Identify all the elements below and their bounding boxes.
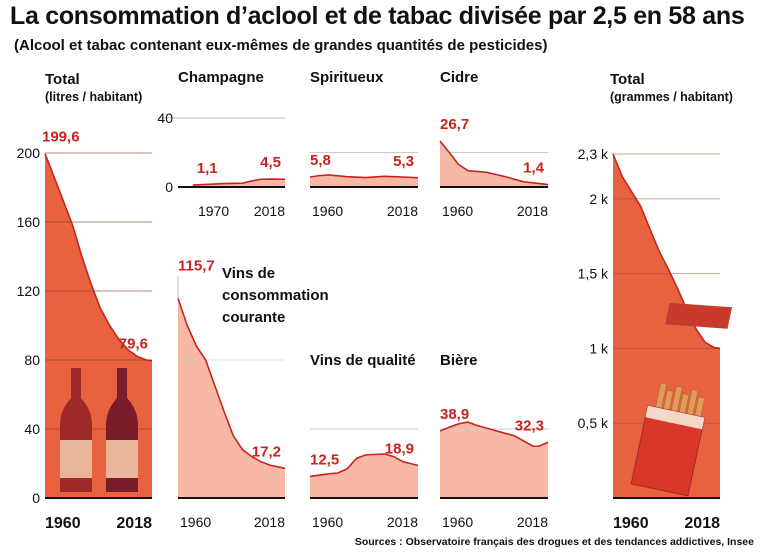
x-tick-label: 1960	[180, 514, 211, 530]
data-label: 12,5	[310, 451, 339, 468]
panel-5	[309, 428, 419, 499]
x-tick-label: 2018	[517, 514, 548, 530]
y-tick-label: 0	[32, 490, 40, 506]
pack-foil	[645, 405, 705, 430]
area-fill	[192, 179, 285, 187]
area-fill	[310, 174, 418, 187]
pack-lid	[665, 302, 733, 329]
x-tick-label: 1960	[45, 515, 81, 532]
x-tick-label: 1960	[312, 203, 343, 219]
area-fill	[440, 422, 548, 498]
pack-body	[630, 404, 706, 497]
data-label: 199,6	[42, 129, 80, 146]
panel-subtitle: (grammes / habitant)	[610, 90, 733, 104]
bottle-neck	[71, 368, 81, 398]
panel-6	[439, 421, 549, 499]
panel-title: Vins de qualité	[310, 352, 416, 369]
panel-title: Total	[45, 71, 80, 88]
panel-1	[158, 117, 286, 188]
panel-title: Vins de	[222, 265, 275, 282]
data-label: 5,3	[393, 153, 414, 170]
data-label: 4,5	[260, 154, 281, 171]
y-tick-label: 160	[17, 214, 41, 230]
data-label: 5,8	[310, 152, 331, 169]
data-label: 38,9	[440, 406, 469, 423]
source-note: Sources : Observatoire français des drog…	[354, 536, 754, 548]
y-tick-label: 0,5 k	[578, 415, 609, 431]
panel-4	[177, 276, 286, 499]
data-label: 1,1	[197, 160, 218, 177]
page-title: La consommation d’aclool et de tabac div…	[10, 2, 745, 30]
panel-3	[439, 140, 549, 188]
series-line	[44, 153, 153, 362]
data-label: 79,6	[119, 336, 148, 353]
series-line	[177, 298, 286, 470]
series-line	[309, 174, 419, 179]
panel-title: Bière	[440, 352, 478, 369]
series-line	[192, 178, 286, 186]
bottle-label	[106, 440, 138, 478]
y-tick-label: 2,3 k	[578, 146, 609, 162]
series-line	[309, 453, 419, 478]
x-tick-label: 2018	[684, 515, 720, 532]
data-label: 115,7	[178, 257, 215, 274]
panel-title: Total	[610, 71, 645, 88]
cigarette-pack-icon	[630, 302, 733, 497]
data-label: 18,9	[385, 440, 414, 457]
series-line	[439, 421, 549, 448]
x-tick-label: 2018	[387, 203, 418, 219]
panel-2	[309, 152, 419, 188]
area-fill	[440, 140, 548, 187]
page-subtitle: (Alcool et tabac contenant eux-mêmes de …	[14, 37, 548, 54]
bottle-label	[60, 440, 92, 478]
y-tick-label: 80	[24, 352, 40, 368]
area-fill	[310, 454, 418, 498]
data-label: 1,4	[523, 160, 545, 177]
y-tick-label: 200	[17, 145, 41, 161]
data-label: 26,7	[440, 116, 469, 133]
x-tick-label: 1970	[198, 203, 229, 219]
x-tick-label: 2018	[254, 203, 285, 219]
area-fill	[178, 298, 285, 498]
wine-bottles-icon	[60, 368, 138, 492]
panel-title: Spiritueux	[310, 69, 384, 86]
bottle-neck	[117, 368, 127, 398]
x-tick-label: 1960	[442, 203, 473, 219]
series-line	[439, 140, 549, 186]
series-line	[612, 153, 721, 350]
x-tick-label: 2018	[116, 515, 152, 532]
x-tick-label: 2018	[387, 514, 418, 530]
x-tick-label: 2018	[517, 203, 548, 219]
y-tick-label: 0	[165, 179, 173, 195]
panel-title: courante	[222, 309, 285, 326]
x-tick-label: 2018	[254, 514, 285, 530]
y-tick-label: 1 k	[589, 340, 609, 356]
y-tick-label: 1,5 k	[578, 266, 609, 282]
panel-subtitle: (litres / habitant)	[45, 90, 142, 104]
y-tick-label: 120	[17, 283, 41, 299]
y-tick-label: 40	[157, 110, 173, 126]
data-label: 32,3	[515, 417, 544, 434]
x-tick-label: 1960	[613, 515, 649, 532]
panel-title: Champagne	[178, 69, 264, 86]
y-tick-label: 40	[24, 421, 40, 437]
data-label: 17,2	[252, 443, 281, 460]
x-tick-label: 1960	[442, 514, 473, 530]
y-tick-label: 2 k	[589, 191, 609, 207]
x-tick-label: 1960	[312, 514, 343, 530]
panel-title: Cidre	[440, 69, 478, 86]
panel-title: consommation	[222, 287, 329, 304]
